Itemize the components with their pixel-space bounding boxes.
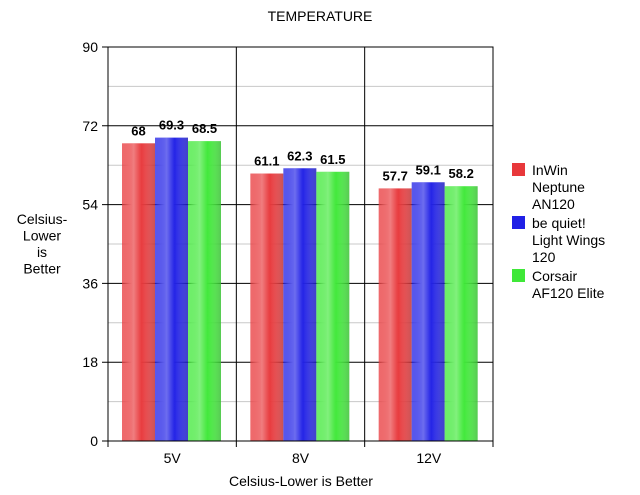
legend-swatch	[512, 163, 525, 176]
bars	[122, 137, 478, 442]
data-labels: 68 69.3 68.5 61.1 62.3 61.5 57.7 59.1 58.2	[131, 118, 474, 184]
x-axis-label: Celsius-Lower is Better	[229, 473, 373, 489]
legend-label: InWin	[532, 162, 568, 178]
legend-label: AN120	[532, 196, 575, 212]
legend-label: Corsair	[532, 268, 577, 284]
legend-swatch	[512, 269, 525, 282]
bar-highlight	[122, 143, 155, 442]
y-tick-label: 0	[90, 433, 98, 449]
axes: 0 18 36 54 72 90 5V 8V 12V	[82, 39, 494, 466]
data-label: 59.1	[416, 162, 441, 177]
y-axis-label-line: Better	[23, 261, 61, 277]
legend-label: Light Wings	[532, 232, 605, 248]
data-label: 61.5	[320, 152, 345, 167]
y-axis-label-line: Lower	[23, 228, 61, 244]
data-label: 62.3	[287, 148, 312, 163]
bar-highlight	[378, 188, 412, 441]
legend-label: AF120 Elite	[532, 285, 605, 301]
x-tick-label: 12V	[416, 450, 442, 466]
data-label: 57.7	[383, 168, 408, 183]
legend-label: 120	[532, 249, 556, 265]
legend-swatch	[512, 216, 525, 229]
y-tick-label: 72	[82, 118, 98, 134]
bar-highlight	[444, 186, 478, 441]
y-tick-label: 90	[82, 39, 98, 55]
legend-label: be quiet!	[532, 215, 586, 231]
y-axis-label-line: is	[37, 244, 47, 260]
y-tick-label: 18	[82, 354, 98, 370]
legend-label: Neptune	[532, 179, 585, 195]
bar-highlight	[155, 137, 188, 441]
x-tick-label: 5V	[164, 450, 182, 466]
plot-border	[107, 46, 494, 442]
bar-highlight	[188, 141, 221, 441]
data-label: 69.3	[159, 118, 184, 133]
bar-highlight	[411, 182, 445, 442]
data-label: 58.2	[449, 166, 474, 181]
x-tick-label: 8V	[292, 450, 310, 466]
data-label: 68	[131, 123, 145, 138]
y-tick-label: 36	[82, 275, 98, 291]
y-tick-label: 54	[82, 197, 98, 213]
bar-highlight	[316, 171, 350, 441]
y-axis-label-line: Celsius-	[17, 211, 68, 227]
data-label: 68.5	[192, 121, 217, 136]
bar-highlight	[250, 173, 284, 442]
bar-highlight	[283, 168, 317, 441]
chart-title: TEMPERATURE	[268, 8, 373, 24]
data-label: 61.1	[254, 154, 279, 169]
